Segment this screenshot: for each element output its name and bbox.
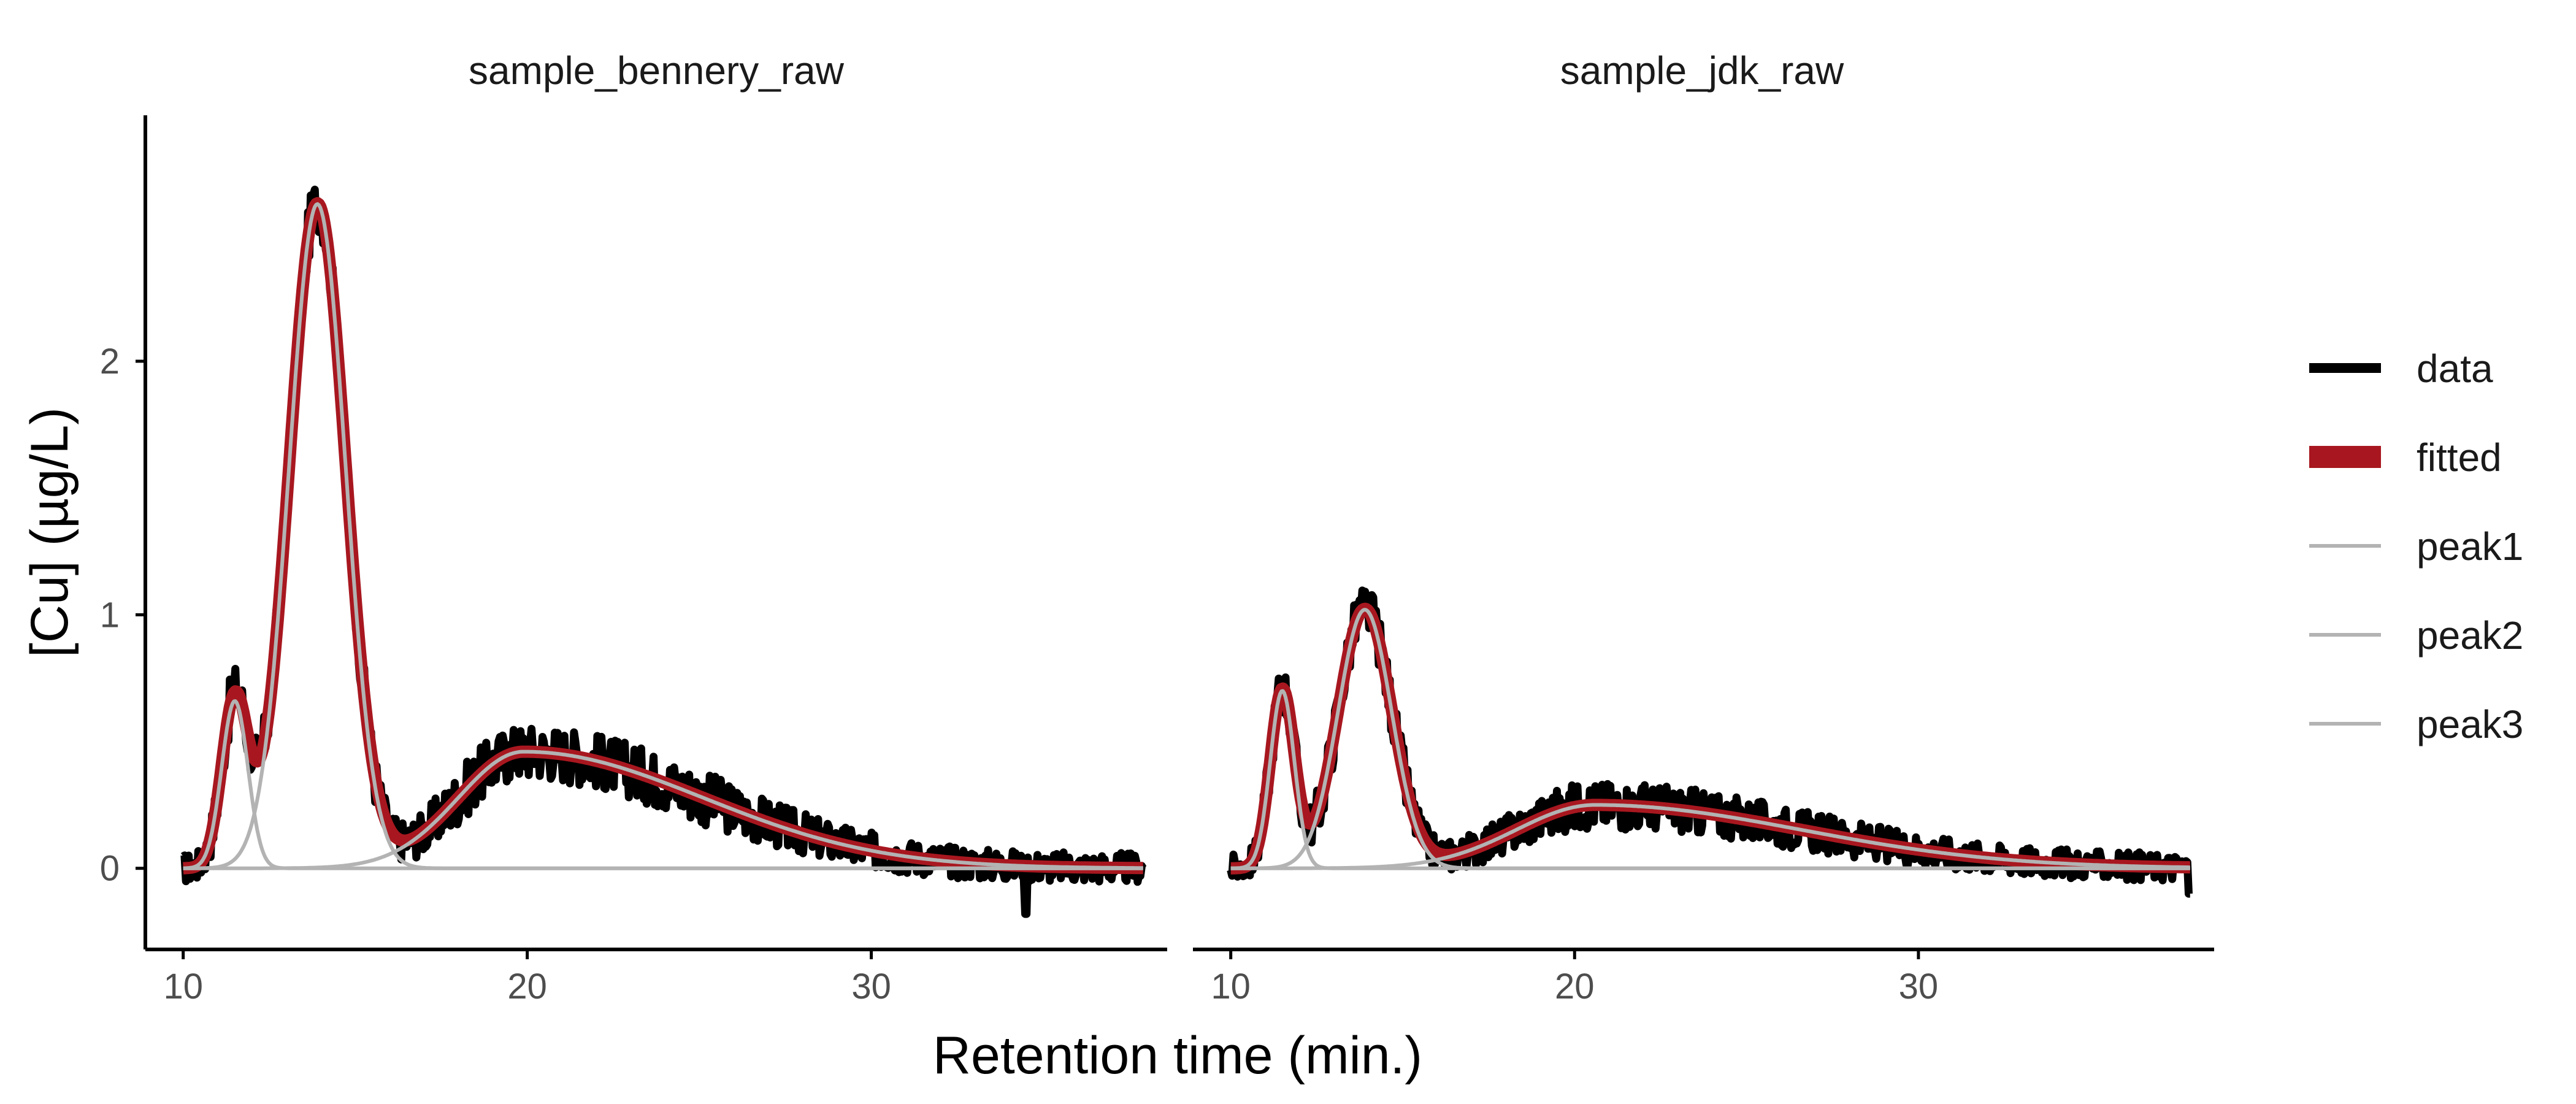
legend-item-peak2: peak2 xyxy=(2309,613,2523,657)
series-line-peak3 xyxy=(1230,803,2191,870)
facet-panel-bennery: sample_bennery_raw 0 1 2 10 20 30 xyxy=(100,48,1167,1006)
series-line-peak2 xyxy=(1230,608,2191,870)
facet-panel-jdk: sample_jdk_raw 10 20 30 xyxy=(1193,48,2214,1006)
legend-label-peak1: peak1 xyxy=(2417,524,2523,569)
series-line-fitted xyxy=(178,197,1148,875)
legend-item-peak3: peak3 xyxy=(2309,702,2523,746)
facet-marks-bennery xyxy=(178,185,1148,918)
series-line-fitted xyxy=(1225,602,2195,875)
series-line-peak2 xyxy=(182,202,1144,870)
legend-item-fitted: fitted xyxy=(2309,435,2502,480)
y-tick-label: 0 xyxy=(100,849,120,889)
legend-label-peak3: peak3 xyxy=(2417,702,2523,746)
x-tick-label: 10 xyxy=(163,967,203,1006)
series-line-peak1 xyxy=(1230,689,2191,870)
legend-label-peak2: peak2 xyxy=(2417,613,2523,657)
x-tick-label: 20 xyxy=(1555,967,1595,1006)
facet-marks-jdk xyxy=(1225,586,2195,898)
legend: data fitted peak1 peak2 peak3 xyxy=(2309,347,2523,746)
x-tick-label: 10 xyxy=(1211,967,1251,1006)
x-tick-label: 20 xyxy=(507,967,547,1006)
x-tick-label: 30 xyxy=(1899,967,1939,1006)
legend-label-fitted: fitted xyxy=(2417,435,2502,480)
y-axis-ticks: 0 1 2 xyxy=(100,342,145,889)
x-axis-ticks-bennery: 10 20 30 xyxy=(163,949,891,1006)
x-axis-ticks-jdk: 10 20 30 xyxy=(1211,949,1938,1006)
series-line-peak3 xyxy=(182,749,1144,870)
y-axis-title: [Cu] (µg/L) xyxy=(20,407,79,657)
facet-title-bennery: sample_bennery_raw xyxy=(469,48,845,93)
y-tick-label: 1 xyxy=(100,595,120,635)
legend-item-data: data xyxy=(2309,347,2493,391)
legend-label-data: data xyxy=(2417,347,2493,391)
legend-item-peak1: peak1 xyxy=(2309,524,2523,569)
y-tick-label: 2 xyxy=(100,342,120,381)
facet-title-jdk: sample_jdk_raw xyxy=(1560,48,1844,93)
x-axis-title: Retention time (min.) xyxy=(933,1026,1422,1085)
x-tick-label: 30 xyxy=(851,967,891,1006)
